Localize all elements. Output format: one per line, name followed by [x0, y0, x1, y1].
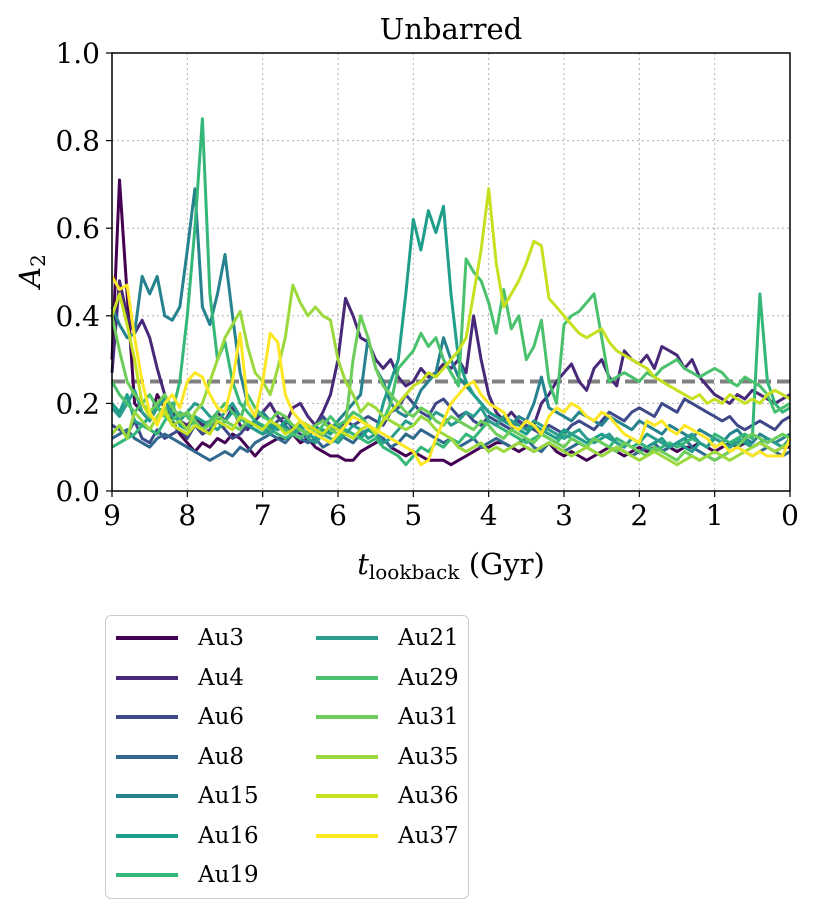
- legend-swatch: [116, 715, 178, 719]
- chart: Unbarred 9 8 7 6 5 4 3 2 1 0 0.0 0.2 0.4 0.6 0.8 1.0 t…: [13, 12, 799, 584]
- y-axis-label: A2: [13, 254, 50, 291]
- legend-swatch: [316, 794, 378, 798]
- legend-swatch: [116, 833, 178, 838]
- legend-item-au37: Au37: [316, 821, 459, 851]
- y-tick-label: 0.0: [55, 475, 100, 508]
- x-tick-label: 5: [404, 499, 422, 532]
- x-tick-label: 4: [480, 499, 498, 532]
- series-lines: [110, 117, 792, 467]
- legend-label: Au35: [398, 743, 459, 770]
- legend-swatch: [116, 873, 178, 877]
- legend-swatch: [316, 715, 378, 719]
- legend-item-au21: Au21: [316, 623, 459, 653]
- legend-label: Au31: [398, 704, 459, 730]
- legend-label: Au37: [398, 822, 459, 849]
- x-tick-label: 3: [555, 499, 573, 532]
- y-tick-label: 0.6: [55, 212, 100, 245]
- legend-item-au29: Au29: [316, 663, 459, 693]
- x-axis-ticks: 9 8 7 6 5 4 3 2 1 0: [103, 491, 799, 532]
- series-line-au31: [110, 314, 791, 462]
- legend-label: Au19: [198, 862, 259, 888]
- legend-item-au8: Au8: [116, 742, 244, 772]
- series-line-au35: [110, 283, 791, 467]
- series-line-au29: [110, 257, 791, 440]
- legend-label: Au4: [198, 664, 245, 691]
- x-tick-label: 2: [630, 499, 648, 532]
- x-tick-label: 7: [254, 499, 272, 532]
- chart-title: Unbarred: [380, 12, 522, 46]
- series-line-au3: [110, 178, 790, 467]
- series-line-au36: [110, 187, 791, 440]
- legend-label: Au8: [198, 743, 245, 770]
- legend-label: Au29: [398, 664, 459, 691]
- legend-label: Au6: [198, 704, 245, 730]
- legend-item-au15: Au15: [116, 781, 259, 811]
- legend-item-au4: Au4: [116, 663, 244, 693]
- legend-swatch: [316, 675, 378, 680]
- x-tick-label: 9: [103, 499, 121, 532]
- y-tick-label: 0.8: [55, 125, 100, 158]
- x-tick-label: 6: [329, 499, 347, 532]
- legend-item-au19: Au19: [116, 860, 259, 890]
- series-line-au6: [111, 393, 791, 445]
- x-axis-label: tlookback (Gyr): [357, 547, 545, 584]
- legend-swatch: [116, 794, 178, 798]
- legend-item-au16: Au16: [116, 821, 259, 851]
- x-tick-label: 8: [178, 499, 196, 532]
- legend-swatch: [116, 675, 178, 680]
- legend-label: Au3: [198, 625, 245, 651]
- legend-label: Au16: [198, 822, 259, 849]
- legend-swatch: [316, 754, 378, 759]
- legend-swatch: [116, 636, 178, 640]
- y-tick-label: 1.0: [55, 37, 100, 70]
- legend-swatch: [116, 754, 178, 759]
- legend: Au3 Au4 Au6 Au8 Au15 Au16 Au19 Au21 Au29 Au31 Au35…: [105, 615, 469, 899]
- legend-item-au3: Au3: [116, 623, 244, 653]
- y-tick-label: 0.2: [55, 387, 100, 420]
- legend-label: Au15: [198, 783, 259, 809]
- legend-item-au36: Au36: [316, 781, 459, 811]
- legend-label: Au21: [398, 625, 459, 651]
- series-line-au37: [110, 275, 792, 467]
- plot-frame: [111, 52, 791, 492]
- legend-item-au6: Au6: [116, 702, 244, 732]
- x-tick-label: 0: [781, 499, 799, 532]
- legend-item-au31: Au31: [316, 702, 459, 732]
- legend-swatch: [316, 833, 378, 838]
- x-tick-label: 1: [706, 499, 724, 532]
- legend-label: Au36: [398, 783, 459, 809]
- legend-swatch: [316, 636, 378, 640]
- y-tick-label: 0.4: [55, 300, 100, 333]
- legend-item-au35: Au35: [316, 742, 459, 772]
- y-axis-ticks: 0.0 0.2 0.4 0.6 0.8 1.0: [55, 37, 112, 508]
